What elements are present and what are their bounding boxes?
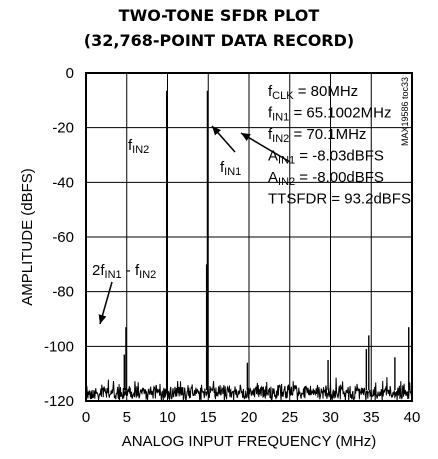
x-tick-label: 20 — [241, 409, 258, 426]
arrow-fin2-shaft — [240, 132, 291, 163]
plot-frame — [85, 72, 413, 402]
y-tick-label: -20 — [52, 120, 74, 137]
chart-title: TWO-TONE SFDR PLOT — [118, 6, 320, 25]
x-tick-label: 10 — [159, 409, 176, 426]
x-axis-label: ANALOG INPUT FREQUENCY (MHz) — [122, 433, 376, 450]
y-tick-label: -40 — [52, 174, 74, 191]
y-tick-label: -100 — [44, 338, 74, 355]
x-tick-label: 30 — [322, 409, 339, 426]
info-line-4: AIN2 = -8.00dBFS — [268, 169, 384, 188]
info-line-5: TTSFDR = 93.2dBFS — [268, 191, 411, 208]
y-tick-label: -80 — [52, 284, 74, 301]
arrow-fin1-head — [212, 126, 221, 136]
x-tick-label: 35 — [363, 409, 380, 426]
annotation-imd: 2fIN1 - fIN2 — [92, 262, 156, 281]
noise-floor-trace — [85, 377, 413, 403]
chart-code-label: MAX19586 toc33 — [400, 77, 410, 146]
info-line-0: fCLK = 80MHz — [268, 83, 358, 102]
x-tick-label: 15 — [200, 409, 217, 426]
arrow-fin2-head — [241, 133, 251, 142]
y-axis-label: AMPLITUDE (dBFS) — [19, 168, 36, 306]
x-tick-label: 0 — [82, 409, 90, 426]
annotation-fin2: fIN2 — [128, 137, 149, 156]
chart-subtitle: (32,768-POINT DATA RECORD) — [83, 31, 355, 50]
x-tick-label: 25 — [281, 409, 298, 426]
annotation-fin1: fIN1 — [220, 159, 241, 178]
arrow-imd-head — [98, 314, 107, 324]
info-line-3: AIN1 = -8.03dBFS — [268, 148, 384, 167]
y-tick-label: 0 — [66, 65, 74, 82]
x-tick-label: 40 — [404, 409, 421, 426]
info-line-1: fIN1 = 65.1002MHz — [268, 105, 391, 124]
info-line-2: fIN2 = 70.1MHz — [268, 126, 366, 145]
x-tick-label: 5 — [123, 409, 131, 426]
y-tick-label: -120 — [44, 393, 74, 410]
y-tick-label: -60 — [52, 229, 74, 246]
